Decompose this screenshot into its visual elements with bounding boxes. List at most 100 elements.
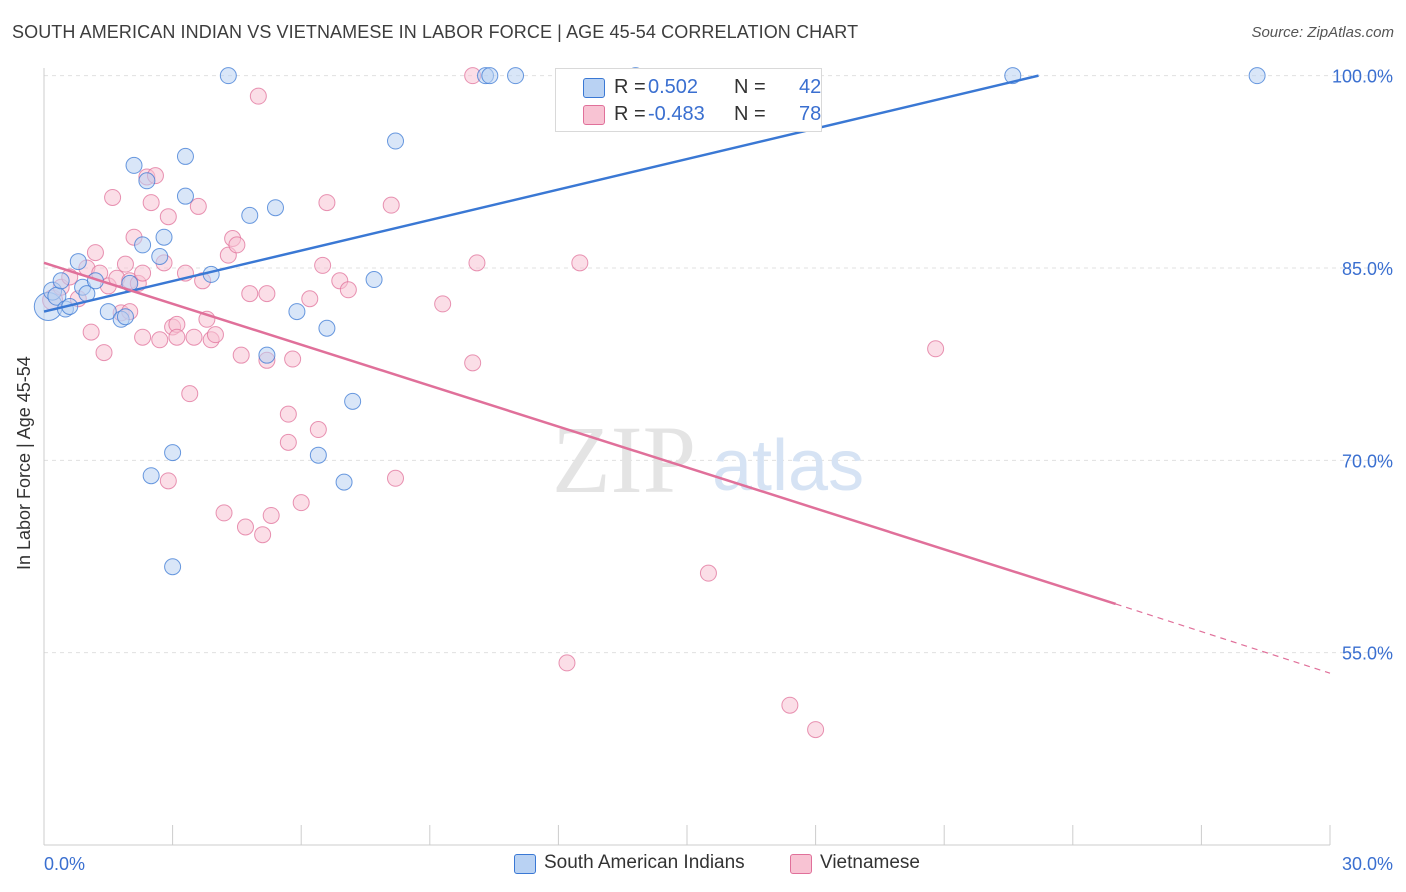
bottom-legend-swatch-blue [514, 854, 536, 874]
bottom-legend-swatch-pink [790, 854, 812, 874]
data-point [292, 494, 310, 512]
data-point [86, 244, 104, 262]
data-point [155, 228, 173, 246]
data-point [69, 253, 87, 271]
chart-title: SOUTH AMERICAN INDIAN VS VIETNAMESE IN L… [12, 22, 859, 42]
data-point [232, 346, 250, 364]
grid-lines [44, 75, 1392, 654]
legend-n-value: 42 [799, 76, 822, 98]
trend-line [43, 261, 1117, 606]
bottom-legend-vietnamese: Vietnamese [790, 852, 920, 874]
trend-lines [43, 74, 1331, 674]
data-point [468, 254, 486, 272]
data-point [176, 147, 194, 165]
legend-n-label: N = [734, 103, 766, 125]
data-point [258, 346, 276, 364]
data-point [318, 319, 336, 337]
data-point [301, 290, 319, 308]
data-point [164, 558, 182, 576]
legend-r-value: -0.483 [648, 103, 705, 125]
data-point [258, 285, 276, 303]
data-point [344, 392, 362, 410]
data-point [159, 208, 177, 226]
legend-r-value: 0.502 [648, 76, 699, 98]
data-point [309, 446, 327, 464]
data-point [219, 67, 237, 85]
source-label: Source: ZipAtlas.com [1251, 24, 1394, 41]
data-point [168, 328, 186, 346]
legend-n-value: 78 [799, 103, 822, 125]
data-point [571, 254, 589, 272]
axes [43, 68, 1331, 846]
data-point [314, 256, 332, 274]
data-point [434, 295, 452, 313]
correlation-legend: R = 0.502 N = 42 R = -0.483 N = 78 [555, 68, 822, 132]
data-point [279, 433, 297, 451]
data-point [249, 87, 267, 105]
legend-r-label: R = [614, 76, 646, 98]
data-point [52, 272, 70, 290]
data-point [387, 132, 405, 150]
legend-n-label: N = [734, 76, 766, 98]
data-point [104, 188, 122, 206]
data-point [382, 196, 400, 214]
data-point [318, 194, 336, 212]
data-point [164, 444, 182, 462]
data-point [215, 504, 233, 522]
data-point [365, 271, 383, 289]
data-point [138, 172, 156, 190]
data-point [116, 255, 134, 273]
watermark-atlas: atlas [712, 426, 864, 506]
data-point [95, 344, 113, 362]
bottom-legend-south-american-indians: South American Indians [514, 852, 745, 874]
bottom-legend-label: Vietnamese [820, 852, 920, 873]
data-point [927, 340, 945, 358]
data-point [241, 206, 259, 224]
data-point [142, 194, 160, 212]
y-tick-label: 70.0% [1342, 451, 1393, 471]
south-american-indian-points [33, 67, 1266, 576]
data-point [206, 326, 224, 344]
y-tick-label: 85.0% [1342, 259, 1393, 279]
data-point [335, 473, 353, 491]
data-point [309, 421, 327, 439]
data-point [125, 156, 143, 174]
trend-line-extension [1115, 603, 1331, 674]
data-point [481, 67, 499, 85]
data-point [116, 308, 134, 326]
data-point [262, 506, 280, 524]
data-point [99, 303, 117, 321]
data-point [507, 67, 525, 85]
data-point [807, 721, 825, 739]
vietnamese-points [42, 67, 945, 739]
data-point [189, 197, 207, 215]
data-point [181, 385, 199, 403]
x-tick-labels: 0.0% 30.0% [44, 854, 1393, 874]
legend-swatch-pink [583, 105, 605, 125]
data-point [151, 331, 169, 349]
data-point [254, 526, 272, 544]
data-point [266, 199, 284, 217]
data-point [558, 654, 576, 672]
y-tick-label: 100.0% [1332, 67, 1393, 87]
data-point [288, 303, 306, 321]
data-point [236, 518, 254, 536]
data-point [134, 236, 152, 254]
data-point [82, 323, 100, 341]
data-point [134, 328, 152, 346]
data-point [781, 696, 799, 714]
data-point [387, 469, 405, 487]
data-point [151, 247, 169, 265]
data-point [284, 350, 302, 368]
y-tick-label: 55.0% [1342, 644, 1393, 664]
legend-r-label: R = [614, 103, 646, 125]
data-point [1248, 67, 1266, 85]
data-point [228, 236, 246, 254]
data-point [185, 328, 203, 346]
data-point [134, 264, 152, 282]
data-point [176, 187, 194, 205]
data-point [339, 281, 357, 299]
watermark-zip: ZIP [552, 406, 696, 513]
legend-swatch-blue [583, 78, 605, 98]
x-tick-label: 0.0% [44, 854, 85, 874]
